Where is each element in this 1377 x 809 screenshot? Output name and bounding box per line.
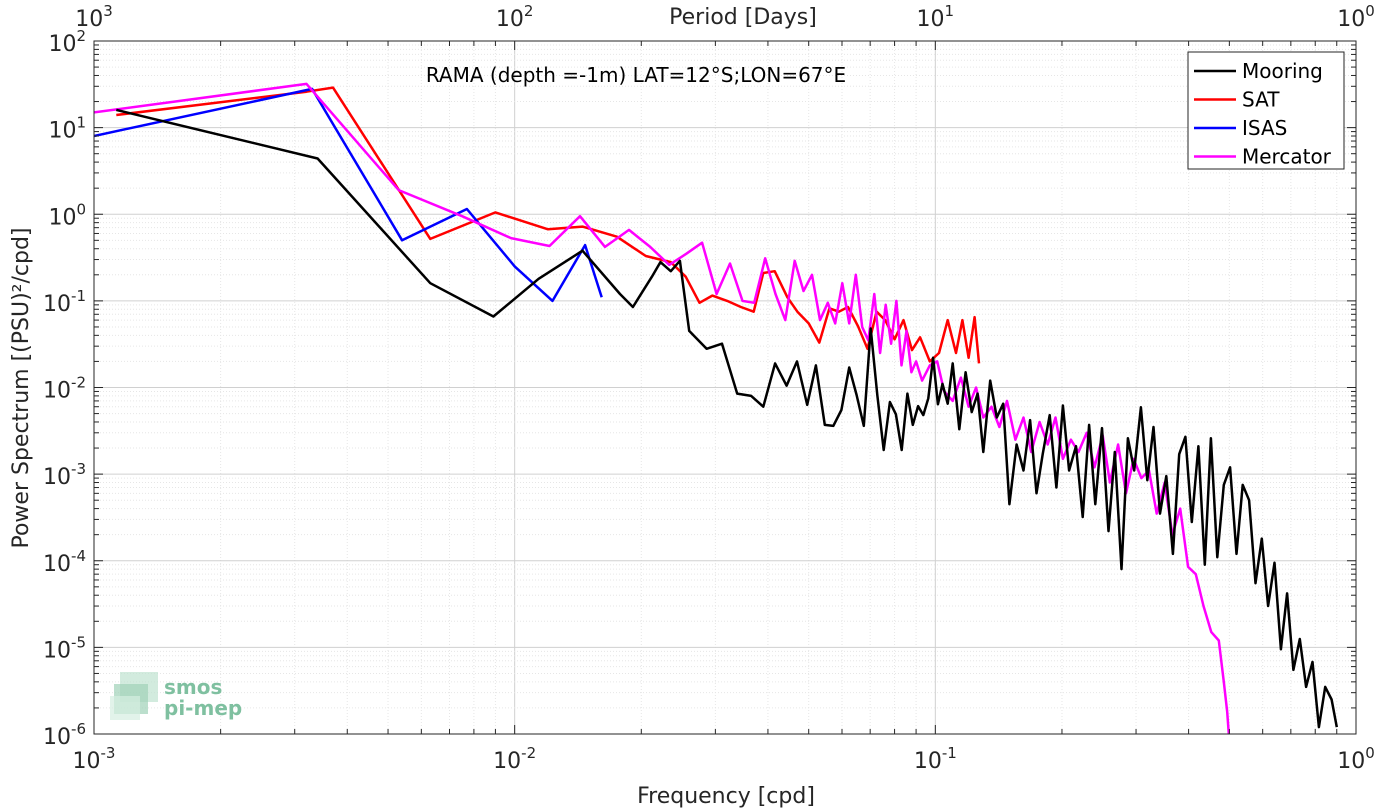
top-tick-label: 101 xyxy=(917,2,955,32)
x-axis-label: Frequency [cpd] xyxy=(637,784,815,809)
legend-label-sat: SAT xyxy=(1242,88,1280,112)
x-tick-label: 10-2 xyxy=(493,744,536,774)
y-tick-label: 10-4 xyxy=(43,547,86,577)
y-tick-label: 101 xyxy=(48,114,86,144)
legend-label-mercator: Mercator xyxy=(1242,145,1332,169)
legend-label-mooring: Mooring xyxy=(1242,59,1323,83)
grid xyxy=(93,41,1356,735)
y-tick-label: 10-2 xyxy=(43,374,86,404)
ticks xyxy=(93,41,1356,735)
top-tick-label: 100 xyxy=(1337,2,1375,32)
legend-label-isas: ISAS xyxy=(1242,116,1287,140)
y-axis-label: Power Spectrum [(PSU)²/cpd] xyxy=(9,227,34,548)
y-tick-label: 10-1 xyxy=(43,287,86,317)
series-layer xyxy=(94,82,1339,734)
logo-text-line1: smos xyxy=(164,675,222,699)
y-tick-label: 10-5 xyxy=(43,633,86,663)
logo-text-line2: pi-mep xyxy=(164,696,242,720)
top-tick-label: 102 xyxy=(496,2,534,32)
x-tick-label: 10-1 xyxy=(914,744,957,774)
y-tick-label: 102 xyxy=(48,27,86,57)
legend: Mooring SAT ISAS Mercator xyxy=(1187,51,1345,170)
series-line-mercator xyxy=(94,82,1231,734)
smos-logo: smos pi-mep xyxy=(110,672,242,720)
chart-title: RAMA (depth =-1m) LAT=12°S;LON=67°E xyxy=(426,63,846,87)
x-tick-label: 100 xyxy=(1337,744,1375,774)
y-tick-label: 100 xyxy=(48,200,86,230)
y-tick-label: 10-6 xyxy=(43,720,86,750)
series-line-mooring xyxy=(116,108,1339,729)
x-tick-label: 10-3 xyxy=(73,744,116,774)
series-line-isas xyxy=(94,87,603,303)
y-tick-label: 10-3 xyxy=(43,460,86,490)
top-tick-label: 103 xyxy=(75,2,113,32)
top-axis-label: Period [Days] xyxy=(669,5,817,30)
